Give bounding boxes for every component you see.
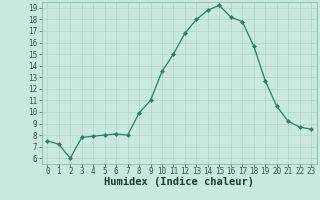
X-axis label: Humidex (Indice chaleur): Humidex (Indice chaleur) [104, 177, 254, 187]
